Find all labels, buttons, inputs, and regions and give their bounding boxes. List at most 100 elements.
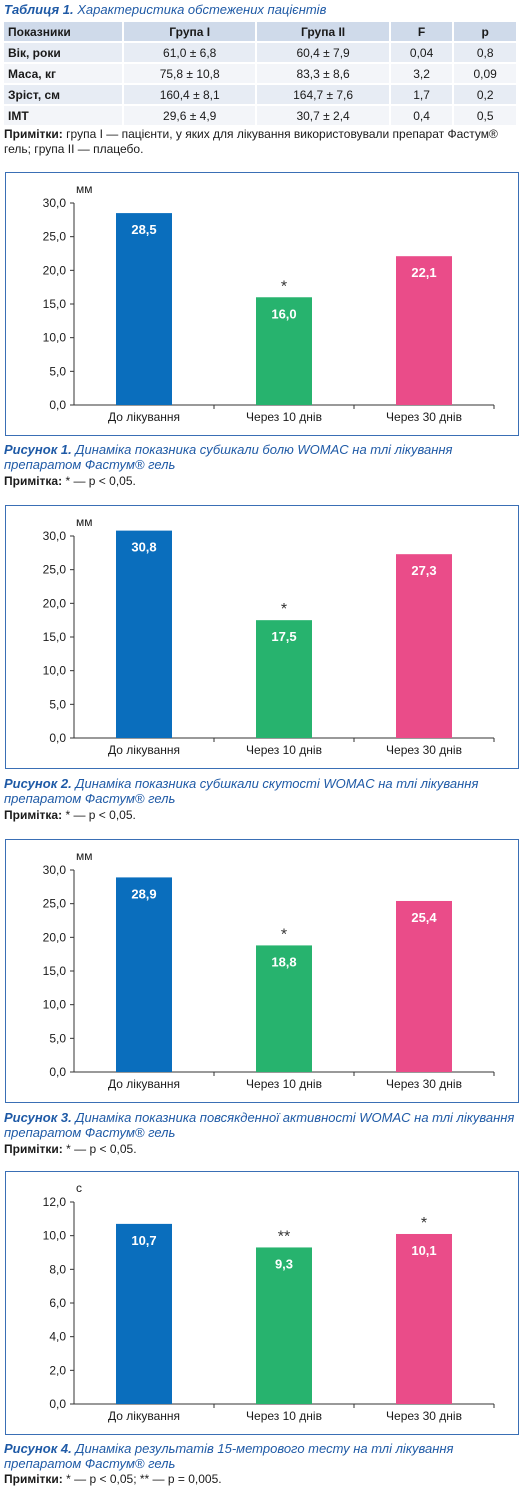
table-header-row: Показники Група I Група II F p <box>4 22 518 42</box>
y-tick-label: 25,0 <box>43 230 67 244</box>
table-row: Маса, кг 75,8 ± 10,8 83,3 ± 8,6 3,2 0,09 <box>4 62 518 84</box>
figure-1-note: Примітка: * — p < 0,05. <box>4 474 517 489</box>
x-tick-label: До лікування <box>108 1409 180 1423</box>
data-label: 18,8 <box>271 954 296 969</box>
figure-4-title: Динаміка результатів 15-метрового тесту … <box>4 1441 454 1471</box>
figure-2-panel: мм 0,0 5,0 10,0 15,0 20,0 25,0 30,0 30,8 До лікув… <box>5 505 519 769</box>
x-tick-label: Через 30 днів <box>386 410 462 424</box>
figure-1-title: Динаміка показника субшкали болю WOMAC н… <box>4 442 453 472</box>
x-tick-label: Через 10 днів <box>246 743 322 757</box>
data-label: 28,5 <box>131 222 156 237</box>
table1-caption: Таблиця 1. Характеристика обстежених пац… <box>4 2 517 17</box>
figure-4-note: Примітки: * — p < 0,05; ** — p = 0,005. <box>4 1472 517 1487</box>
significance-marker: * <box>281 926 287 943</box>
y-tick-label: 20,0 <box>43 930 67 944</box>
y-tick-label: 10,0 <box>43 331 67 345</box>
figure-3-chart: мм 0,0 5,0 10,0 15,0 20,0 25,0 30,0 28,9 До лікув… <box>43 849 495 1091</box>
x-tick-label: До лікування <box>108 410 180 424</box>
table1-note: Примітки: група I — пацієнти, у яких для… <box>4 127 517 157</box>
table1-note-label: Примітки: <box>4 127 63 141</box>
figure-1-caption: Рисунок 1. Динаміка показника субшкали б… <box>4 442 517 472</box>
table-cell: 0,8 <box>453 41 518 63</box>
figure-4-caption: Рисунок 4. Динаміка результатів 15-метро… <box>4 1441 517 1471</box>
figure-1-panel: мм 0,0 5,0 10,0 15,0 20,0 25,0 30,0 28,5 До лікув… <box>5 172 519 436</box>
x-tick-label: Через 30 днів <box>386 743 462 757</box>
table-cell: 1,7 <box>389 83 455 105</box>
table-header-cell: Група I <box>123 22 258 42</box>
y-tick-label: 5,0 <box>49 697 66 711</box>
y-tick-label: 30,0 <box>43 529 67 543</box>
bar <box>116 213 172 405</box>
table-header-cell: F <box>389 22 455 42</box>
table-cell: 164,7 ± 7,6 <box>256 83 391 105</box>
data-label: 28,9 <box>131 886 156 901</box>
table-cell: Вік, роки <box>4 41 124 63</box>
figure-3-title: Динаміка показника повсякденної активнос… <box>4 1110 515 1140</box>
y-axis-unit: мм <box>76 515 93 529</box>
y-tick-label: 30,0 <box>43 863 67 877</box>
bar <box>256 297 312 405</box>
figure-1-chart: мм 0,0 5,0 10,0 15,0 20,0 25,0 30,0 28,5 До лікув… <box>43 182 495 424</box>
table-header-cell: p <box>453 22 518 42</box>
data-label: 27,3 <box>411 563 436 578</box>
figure-2-note: Примітка: * — p < 0,05. <box>4 808 517 823</box>
figure-2-note-label: Примітка: <box>4 808 63 822</box>
figure-3-note-label: Примітки: <box>4 1142 63 1156</box>
significance-marker: * <box>281 601 287 618</box>
y-tick-label: 15,0 <box>43 964 67 978</box>
significance-marker: * <box>421 1215 427 1232</box>
significance-marker: ** <box>278 1228 290 1245</box>
y-tick-label: 20,0 <box>43 596 67 610</box>
figure-2-chart: мм 0,0 5,0 10,0 15,0 20,0 25,0 30,0 30,8 До лікув… <box>43 515 495 757</box>
table-cell: 0,09 <box>453 62 518 84</box>
x-tick-label: Через 30 днів <box>386 1077 462 1091</box>
figure-1-note-label: Примітка: <box>4 474 63 488</box>
data-label: 16,0 <box>271 306 296 321</box>
bar <box>256 620 312 738</box>
table1-note-text: група I — пацієнти, у яких для лікування… <box>4 127 498 156</box>
x-tick-label: Через 30 днів <box>386 1409 462 1423</box>
table-row: ІМТ 29,6 ± 4,9 30,7 ± 2,4 0,4 0,5 <box>4 104 518 125</box>
table-cell: 83,3 ± 8,6 <box>256 62 391 84</box>
y-tick-label: 2,0 <box>49 1363 66 1377</box>
y-tick-label: 0,0 <box>49 398 66 412</box>
bar <box>116 877 172 1072</box>
table-cell: 0,04 <box>389 41 455 63</box>
bar <box>116 530 172 738</box>
figure-4-note-label: Примітки: <box>4 1472 63 1486</box>
data-label: 10,1 <box>411 1243 436 1258</box>
y-axis-unit: с <box>76 1181 82 1195</box>
data-label: 17,5 <box>271 629 296 644</box>
x-tick-label: Через 10 днів <box>246 1077 322 1091</box>
y-tick-label: 0,0 <box>49 731 66 745</box>
y-tick-label: 8,0 <box>49 1262 66 1276</box>
y-tick-label: 5,0 <box>49 364 66 378</box>
figure-3-panel: мм 0,0 5,0 10,0 15,0 20,0 25,0 30,0 28,9 До лікув… <box>5 839 519 1103</box>
figure-2-note-text: * — p < 0,05. <box>65 808 136 822</box>
y-tick-label: 25,0 <box>43 897 67 911</box>
table-cell: 61,0 ± 6,8 <box>123 41 258 63</box>
table-cell: 3,2 <box>389 62 455 84</box>
figure-4-panel: с 0,0 2,0 4,0 6,0 8,0 10,0 12,0 10,7 До лікування… <box>5 1171 519 1435</box>
data-label: 22,1 <box>411 265 436 280</box>
y-tick-label: 25,0 <box>43 563 67 577</box>
y-tick-label: 30,0 <box>43 196 67 210</box>
y-tick-label: 12,0 <box>43 1195 67 1209</box>
y-tick-label: 5,0 <box>49 1031 66 1045</box>
y-tick-label: 10,0 <box>43 998 67 1012</box>
figure-3-note: Примітки: * — p < 0,05. <box>4 1142 517 1157</box>
data-label: 10,7 <box>131 1233 156 1248</box>
table-row: Вік, роки 61,0 ± 6,8 60,4 ± 7,9 0,04 0,8 <box>4 41 518 63</box>
y-tick-label: 10,0 <box>43 664 67 678</box>
table-cell: ІМТ <box>4 104 124 125</box>
x-tick-label: Через 10 днів <box>246 1409 322 1423</box>
data-label: 9,3 <box>275 1256 293 1271</box>
x-tick-label: Через 10 днів <box>246 410 322 424</box>
significance-marker: * <box>281 278 287 295</box>
table-cell: 0,2 <box>453 83 518 105</box>
y-tick-label: 20,0 <box>43 263 67 277</box>
y-tick-label: 6,0 <box>49 1296 66 1310</box>
bar <box>396 256 452 405</box>
figure-4-chart: с 0,0 2,0 4,0 6,0 8,0 10,0 12,0 10,7 До лікування… <box>43 1181 495 1423</box>
table1-label: Таблиця 1. <box>4 2 74 17</box>
